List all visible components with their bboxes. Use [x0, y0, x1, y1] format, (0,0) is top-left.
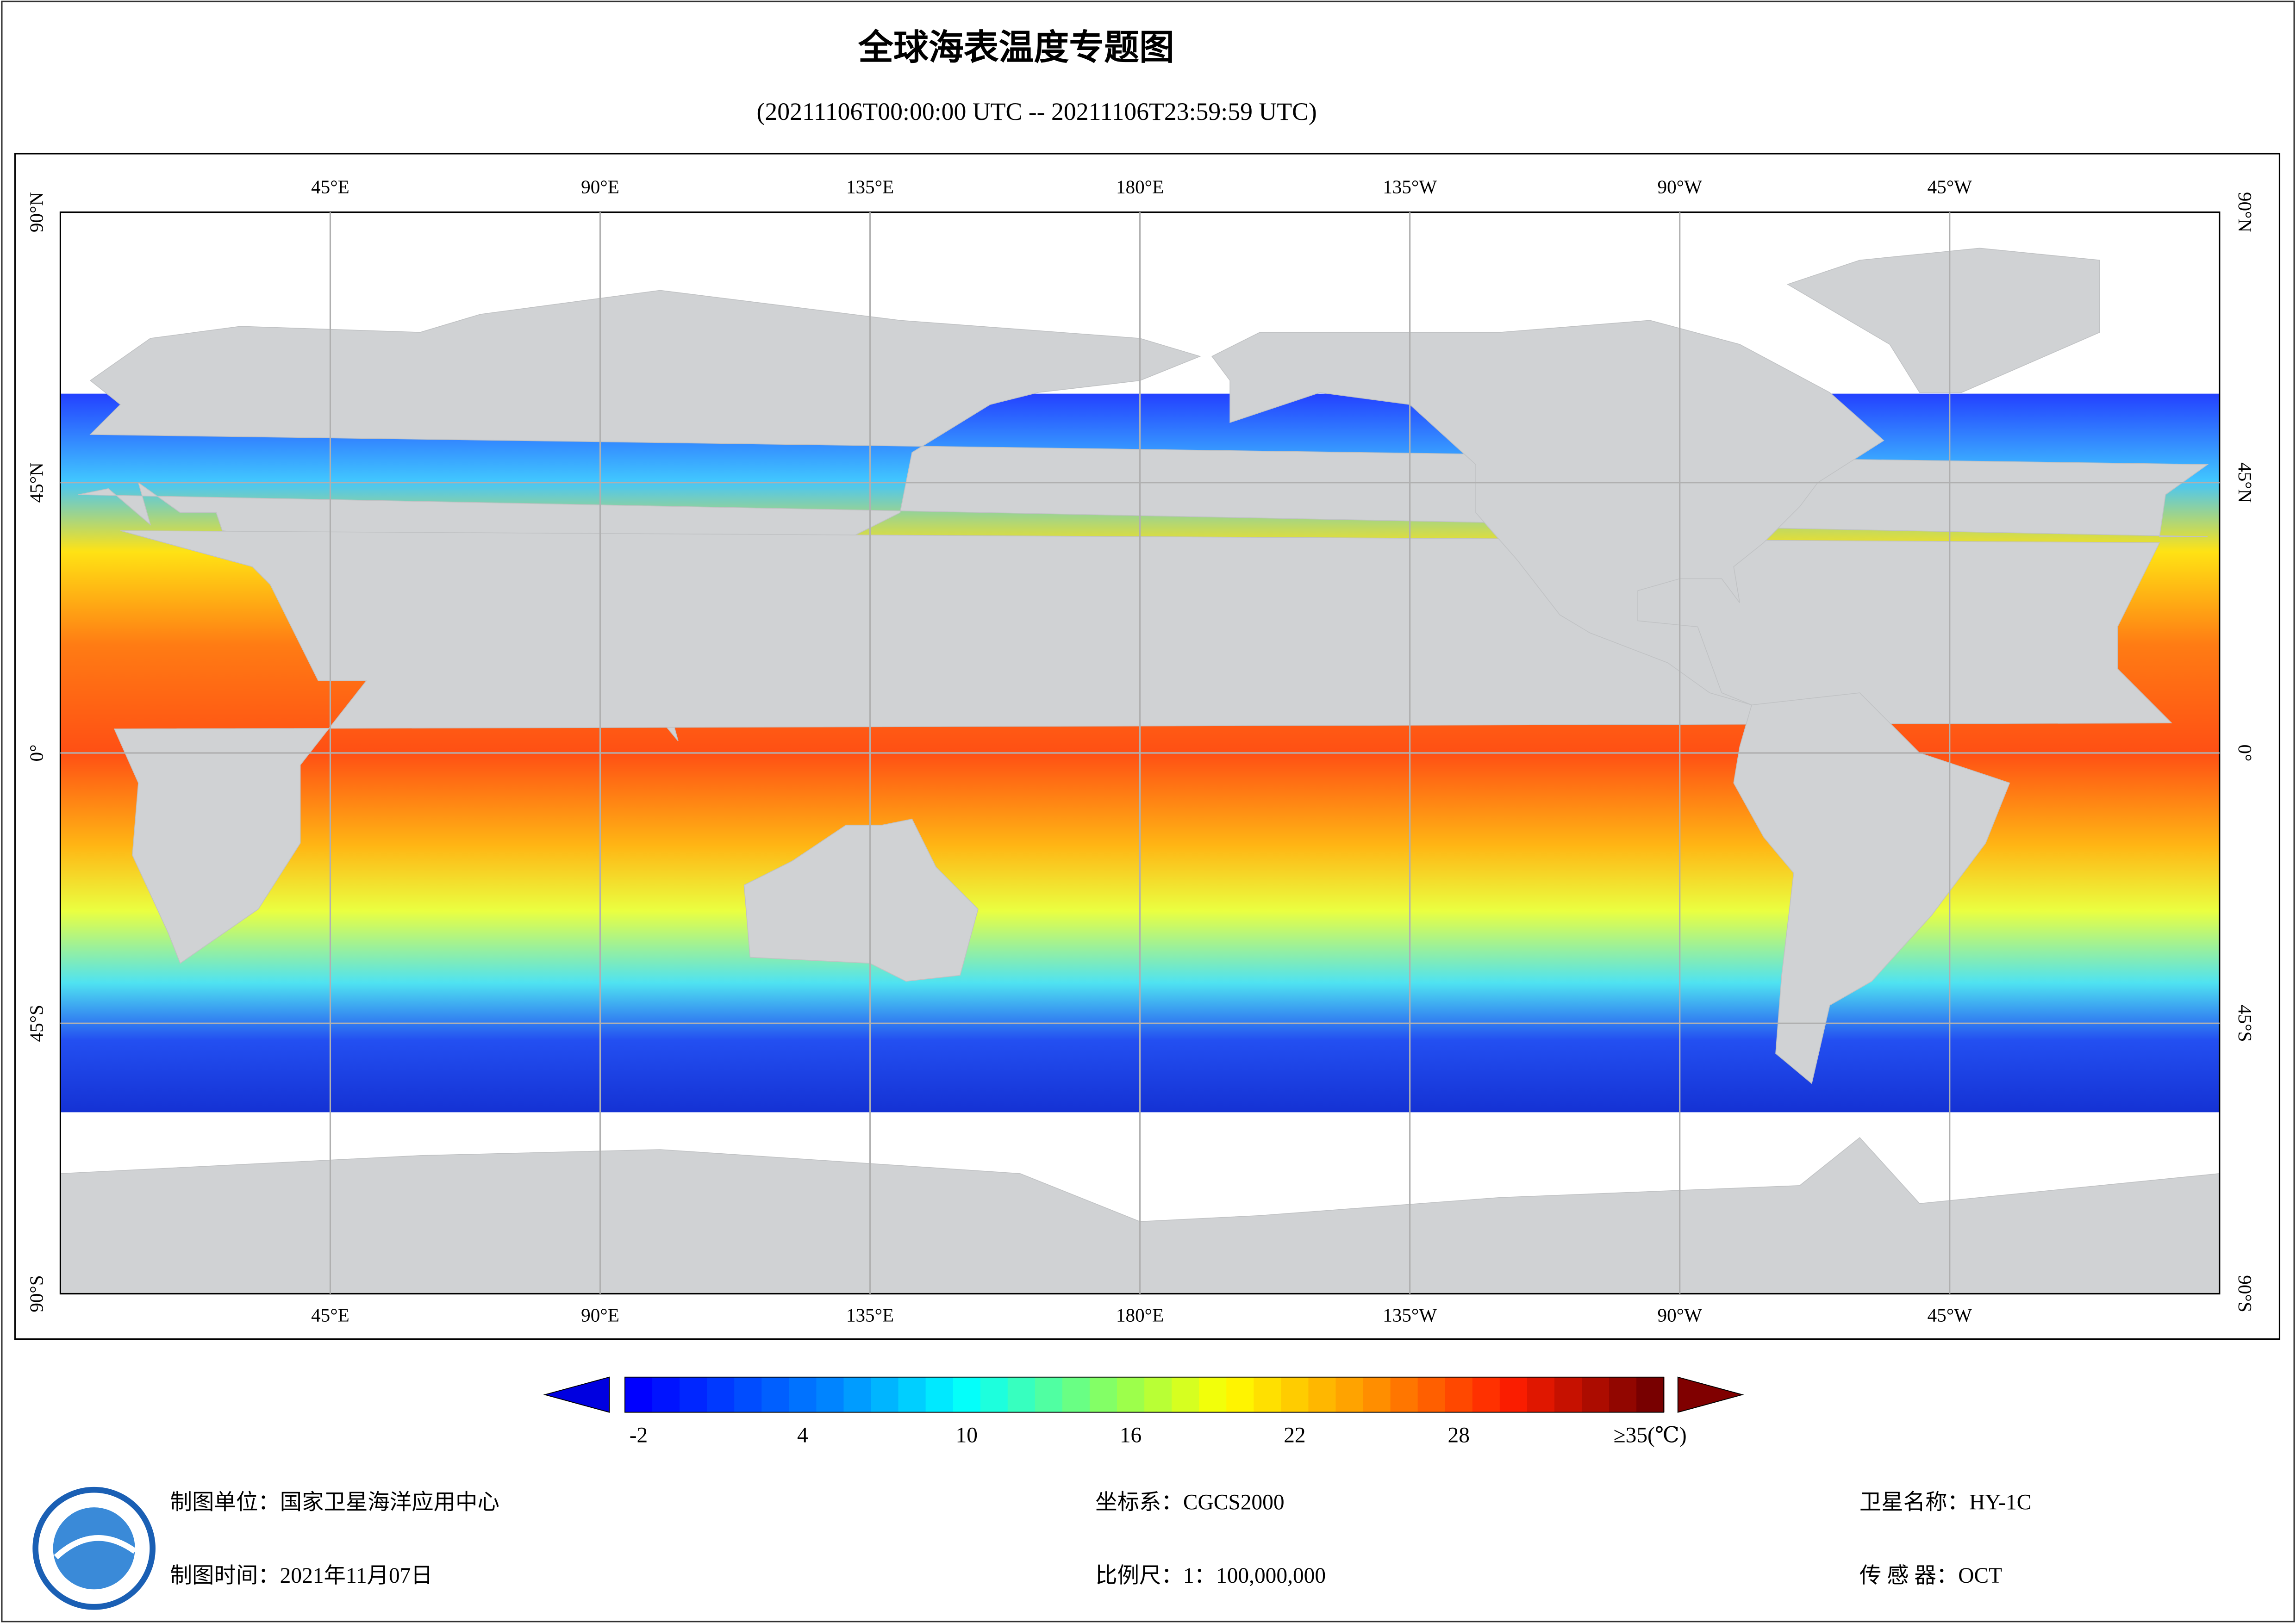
- lat-label-left: 45°N: [25, 462, 47, 503]
- footer-item: 比例尺：1：100,000,000: [1095, 1564, 1326, 1588]
- colorbar-cell: [1499, 1377, 1528, 1412]
- colorbar-cell: [1062, 1377, 1091, 1412]
- land-south-america: [1733, 692, 2010, 1084]
- colorbar-cell: [624, 1377, 653, 1412]
- lon-label-bottom: 90°E: [581, 1305, 619, 1326]
- colorbar-arrow-high: [1677, 1376, 1744, 1413]
- colorbar-border: [624, 1376, 1665, 1413]
- lat-label-right: 0°: [2234, 745, 2256, 762]
- lat-label-right: 45°N: [2234, 462, 2256, 503]
- lon-label-bottom: 135°W: [1383, 1305, 1437, 1326]
- logo-orbit: [54, 1535, 137, 1560]
- title: 全球海表温度专题图: [858, 27, 1174, 68]
- colorbar-cell: [789, 1377, 817, 1412]
- colorbar-cell: [843, 1377, 872, 1412]
- subtitle: (20211106T00:00:00 UTC -- 20211106T23:59…: [757, 98, 1317, 125]
- footer-item: 制图单位：国家卫星海洋应用中心: [170, 1491, 499, 1515]
- logo: [32, 1486, 156, 1610]
- colorbar-cell: [707, 1377, 735, 1412]
- lon-label-top: 90°W: [1658, 176, 1703, 197]
- lon-label-bottom: 135°E: [846, 1305, 894, 1326]
- lon-label-bottom: 45°E: [311, 1305, 349, 1326]
- colorbar-cell: [871, 1377, 899, 1412]
- lat-label-left: 45°S: [25, 1005, 47, 1042]
- colorbar-cell: [1527, 1377, 1555, 1412]
- colorbar-cell: [925, 1377, 954, 1412]
- colorbar-tick-label: 10: [956, 1423, 978, 1447]
- colorbar-cell: [1554, 1377, 1583, 1412]
- logo-globe: [53, 1507, 135, 1590]
- footer-item: 传 感 器：OCT: [1859, 1564, 2002, 1588]
- lon-label-top: 45°E: [311, 176, 349, 197]
- lat-label-right: 45°S: [2234, 1005, 2256, 1042]
- colorbar-cell: [1089, 1377, 1118, 1412]
- colorbar-cell: [1199, 1377, 1227, 1412]
- colorbar-cell: [816, 1377, 844, 1412]
- colorbar-cell: [1636, 1377, 1665, 1412]
- lon-label-bottom: 45°W: [1928, 1305, 1972, 1326]
- colorbar-arrow-low: [543, 1376, 610, 1413]
- lat-label-left: 0°: [25, 745, 47, 762]
- colorbar-tick-label: 16: [1120, 1423, 1142, 1447]
- colorbar-cell: [898, 1377, 926, 1412]
- colorbar-cell: [1007, 1377, 1036, 1412]
- lon-label-bottom: 90°W: [1658, 1305, 1703, 1326]
- land-greenland: [1787, 248, 2100, 393]
- lon-label-top: 180°E: [1116, 176, 1164, 197]
- lon-label-top: 135°W: [1383, 176, 1437, 197]
- colorbar-cell: [1390, 1377, 1418, 1412]
- colorbar-tick-label: ≥35(℃): [1614, 1423, 1687, 1447]
- colorbar-cell: [1281, 1377, 1309, 1412]
- land-australia: [743, 819, 979, 982]
- colorbar-cell: [734, 1377, 762, 1412]
- land-north-america: [1211, 320, 1884, 706]
- lon-label-top: 135°E: [846, 176, 894, 197]
- colorbar-cell: [1035, 1377, 1063, 1412]
- lat-label-left: 90°S: [25, 1275, 47, 1312]
- colorbar-tick-label: 28: [1448, 1423, 1470, 1447]
- lon-label-top: 45°W: [1928, 176, 1972, 197]
- lat-label-right: 90°N: [2234, 192, 2256, 232]
- colorbar-cell: [652, 1377, 680, 1412]
- colorbar-cell: [1609, 1377, 1637, 1412]
- colorbar-cell: [1582, 1377, 1610, 1412]
- footer-item: 制图时间：2021年11月07日: [170, 1564, 433, 1588]
- colorbar-cell: [980, 1377, 1009, 1412]
- colorbar-cell: [1226, 1377, 1254, 1412]
- lat-label-left: 90°N: [25, 192, 47, 232]
- lat-label-right: 90°S: [2234, 1275, 2256, 1312]
- colorbar-cell: [1254, 1377, 1282, 1412]
- colorbar-tick-label: -2: [630, 1423, 648, 1447]
- colorbar-cell: [761, 1377, 790, 1412]
- colorbar-cell: [953, 1377, 981, 1412]
- colorbar-cell: [1417, 1377, 1446, 1412]
- footer-item: 坐标系：CGCS2000: [1095, 1491, 1284, 1515]
- lon-label-bottom: 180°E: [1116, 1305, 1164, 1326]
- colorbar-cell: [680, 1377, 708, 1412]
- colorbar-cell: [1308, 1377, 1336, 1412]
- colorbar-cell: [1335, 1377, 1364, 1412]
- lon-label-top: 90°E: [581, 176, 619, 197]
- colorbar-cell: [1445, 1377, 1473, 1412]
- colorbar-tick-label: 22: [1284, 1423, 1305, 1447]
- colorbar-tick-label: 4: [797, 1423, 808, 1447]
- footer-item: 卫星名称：HY-1C: [1859, 1491, 2031, 1515]
- colorbar-cell: [1172, 1377, 1200, 1412]
- colorbar-cell: [1144, 1377, 1173, 1412]
- colorbar-cell: [1363, 1377, 1391, 1412]
- colorbar-cell: [1117, 1377, 1145, 1412]
- colorbar-cell: [1472, 1377, 1501, 1412]
